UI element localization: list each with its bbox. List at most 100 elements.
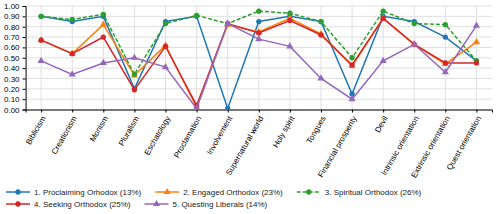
x-tick: Involvement	[205, 110, 235, 157]
point-marker	[349, 55, 354, 60]
x-tick: Monism	[88, 110, 110, 144]
point-marker	[318, 19, 323, 24]
legend-marker	[15, 201, 20, 206]
x-tick: Extrinsic orientation	[409, 110, 452, 180]
y-tick-mark	[23, 89, 26, 90]
y-tick-mark	[23, 16, 26, 17]
y-tick: 0.20	[4, 85, 26, 94]
legend-label: 5. Questing Liberals (14%)	[173, 200, 268, 209]
x-tick-mark	[476, 110, 477, 113]
y-tick-mark	[23, 58, 26, 59]
point-marker	[256, 19, 261, 24]
series-line	[41, 16, 476, 108]
x-tick: Supernatural world	[224, 110, 265, 178]
point-marker	[443, 22, 448, 27]
point-marker	[349, 62, 354, 67]
legend-item: 4. Seeking Orthodox (25%)	[6, 200, 131, 209]
point-marker	[256, 9, 261, 14]
legend-item: 2. Engaged Orthodox (23%)	[155, 188, 283, 197]
point-marker	[131, 71, 138, 77]
x-tick-label: Proclamation	[172, 114, 203, 159]
y-tick-mark	[23, 6, 26, 7]
x-tick-label: Creationism	[50, 114, 79, 156]
point-marker	[101, 34, 106, 39]
x-tick: Creationism	[50, 110, 79, 156]
x-tick-mark	[166, 110, 167, 113]
point-marker	[381, 9, 386, 14]
point-marker	[70, 17, 75, 22]
x-tick-label: Monism	[88, 114, 110, 143]
chart: 0.000.100.200.300.400.500.600.700.800.90…	[0, 0, 500, 214]
grid-line-x	[445, 6, 446, 110]
x-tick-label: Extrinsic orientation	[409, 114, 452, 179]
point-marker	[100, 59, 107, 65]
y-tick-label: 0.20	[4, 85, 20, 94]
point-marker	[255, 35, 262, 41]
y-tick-label: 0.90	[4, 12, 20, 21]
x-tick-mark	[41, 110, 42, 113]
point-marker	[100, 21, 107, 27]
legend: 1. Proclaiming Orhodox (13%) 2. Engaged O…	[6, 188, 422, 209]
series	[38, 14, 480, 109]
x-tick: Eschatology	[143, 110, 173, 157]
legend-item: 1. Proclaiming Orhodox (13%)	[6, 188, 141, 197]
series	[38, 16, 479, 108]
y-tick: 0.70	[4, 33, 26, 42]
legend-marker	[15, 189, 20, 194]
y-tick: 0.80	[4, 23, 26, 32]
point-marker	[132, 72, 137, 77]
x-tick-mark	[414, 110, 415, 113]
point-marker	[163, 44, 168, 49]
x-tick-mark	[228, 110, 229, 113]
plot: 0.000.100.200.300.400.500.600.700.800.90…	[4, 2, 493, 179]
series	[38, 9, 479, 77]
x-tick-mark	[72, 110, 73, 113]
legend-marker	[153, 200, 160, 206]
x-tick-label: Holy spirit	[271, 114, 297, 150]
point-marker	[194, 13, 199, 18]
point-marker	[380, 57, 387, 63]
y-tick: 0.30	[4, 75, 26, 84]
point-marker	[38, 14, 43, 19]
x-tick: Quest orientation	[445, 110, 483, 172]
point-marker	[131, 54, 138, 60]
series-layer	[38, 9, 480, 110]
y-tick-label: 0.70	[4, 33, 20, 42]
y-tick-mark	[23, 27, 26, 28]
x-tick-mark	[352, 110, 353, 113]
x-tick-mark	[259, 110, 260, 113]
y-tick: 0.40	[4, 64, 26, 73]
y-tick: 0.90	[4, 12, 26, 21]
y-tick-mark	[23, 37, 26, 38]
legend-label: 1. Proclaiming Orhodox (13%)	[34, 188, 141, 197]
point-marker	[163, 21, 168, 26]
point-marker	[38, 14, 43, 19]
legend-marker	[306, 189, 311, 194]
y-tick-label: 0.40	[4, 64, 20, 73]
y-tick-label: 1.00	[4, 2, 20, 11]
y-axis-line	[23, 7, 27, 111]
series-line	[41, 24, 476, 109]
point-marker	[38, 57, 45, 63]
point-marker	[474, 60, 479, 65]
point-marker	[412, 21, 417, 26]
point-marker	[286, 42, 293, 48]
grid-line-x	[196, 6, 197, 110]
grid	[26, 6, 492, 110]
x-tick: Biblicism	[24, 110, 48, 147]
y-tick-label: 0.30	[4, 75, 20, 84]
legend-item: 3. Spiritual Orthodox (26%)	[297, 188, 422, 197]
point-marker	[349, 95, 356, 101]
point-marker	[162, 63, 169, 69]
legend-label: 3. Spiritual Orthodox (26%)	[325, 188, 422, 197]
point-marker	[442, 68, 449, 74]
y-tick-label: 0.60	[4, 43, 20, 52]
y-tick: 0.00	[4, 106, 26, 115]
x-tick: Proclamation	[172, 110, 203, 160]
point-marker	[317, 74, 324, 80]
x-tick-label: Supernatural world	[224, 114, 265, 177]
y-tick: 0.50	[4, 54, 26, 63]
point-marker	[411, 40, 418, 46]
x-tick-mark	[445, 110, 446, 113]
point-marker	[443, 34, 448, 39]
